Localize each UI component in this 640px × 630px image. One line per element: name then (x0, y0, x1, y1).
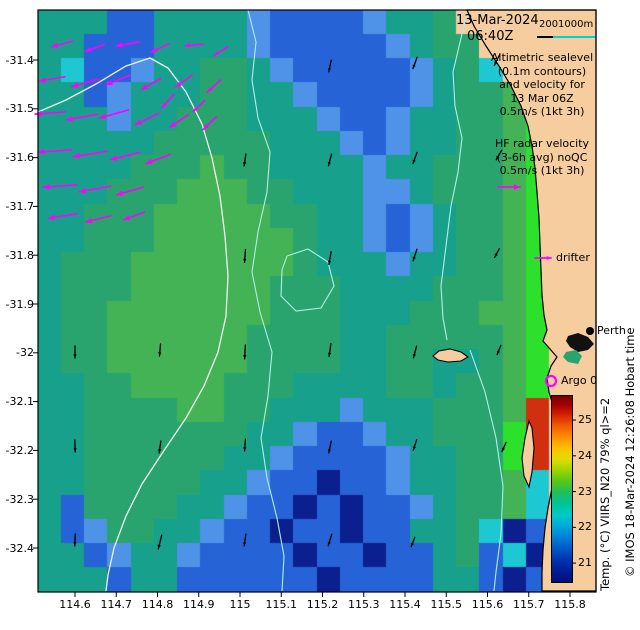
copyright-text: © IMOS 18-Mar-2024 12:26:08 Hobart time (623, 327, 637, 577)
x-tick-label: 114.9 (183, 598, 215, 611)
y-tick-label: -31.6 (5, 151, 34, 165)
colorbar-gradient (552, 396, 572, 582)
y-tick-label: -31.9 (5, 297, 34, 311)
y-tick-label: -31.7 (5, 199, 34, 213)
x-tick-label: 115.3 (348, 598, 380, 611)
perth-label: Perth (597, 324, 626, 337)
scale-1000m-label: 1000m (558, 19, 594, 30)
time-label: 06:40Z (467, 29, 514, 44)
colorbar-tick-label: 22 (578, 520, 592, 534)
altimetric-legend-line: 0.5m/s (1kt 3h) (499, 105, 585, 118)
altimetric-legend-line: (0.1m contours) (497, 64, 587, 78)
hf-legend-line: HF radar velocity (494, 137, 590, 150)
colorbar-tick-label: 23 (578, 484, 592, 498)
argo-label: Argo 0 (561, 374, 598, 387)
x-tick-label: 114.8 (141, 598, 174, 611)
x-tick-label: 115.2 (306, 598, 339, 611)
date-label: 13-Mar-2024 (456, 13, 539, 28)
y-tick-label: -31.4 (5, 53, 34, 67)
y-tick-label: -32.2 (5, 443, 34, 457)
x-tick-label: 115 (229, 598, 251, 611)
y-tick-label: -32 (16, 346, 34, 360)
altimetric-legend-line: Altimetric sealevel (490, 51, 594, 64)
y-tick-label: -31.8 (5, 248, 34, 262)
x-tick-label: 115.7 (513, 598, 545, 611)
hf-legend-line: (3-6h avg) noQC (496, 150, 588, 164)
y-tick-label: -31.5 (5, 102, 34, 116)
x-tick-label: 115.6 (471, 598, 504, 611)
colorbar (551, 395, 573, 583)
colorbar-tick-label: 21 (578, 556, 592, 570)
hf-radar-legend: HF radar velocity (3-6h avg) noQC 0.5m/s… (476, 137, 608, 178)
x-tick-label: 114.6 (59, 598, 91, 611)
x-tick-label: 115.5 (430, 598, 463, 611)
hf-legend-line: 0.5m/s (1kt 3h) (499, 164, 585, 177)
x-tick-label: 115.8 (554, 598, 586, 611)
altimetric-legend: Altimetric sealevel (0.1m contours) and … (466, 51, 618, 119)
altimetric-legend-line: and velocity for (499, 78, 585, 91)
colorbar-title: Temp. (°C) VIIRS_N20 79% ql>=2 (598, 397, 612, 591)
x-tick-label: 114.7 (100, 598, 133, 611)
y-tick-label: -32.4 (5, 541, 34, 555)
colorbar-tick-label: 24 (578, 448, 592, 462)
y-tick-label: -32.3 (5, 492, 34, 506)
drifter-label: drifter (556, 251, 590, 264)
colorbar-tick-label: 25 (578, 413, 592, 427)
x-tick-label: 115.1 (265, 598, 298, 611)
y-tick-label: -32.1 (5, 395, 34, 409)
x-tick-label: 115.4 (389, 598, 421, 611)
scale-200-label: 200 (539, 19, 559, 30)
altimetric-legend-line: 13 Mar 06Z (510, 91, 574, 105)
